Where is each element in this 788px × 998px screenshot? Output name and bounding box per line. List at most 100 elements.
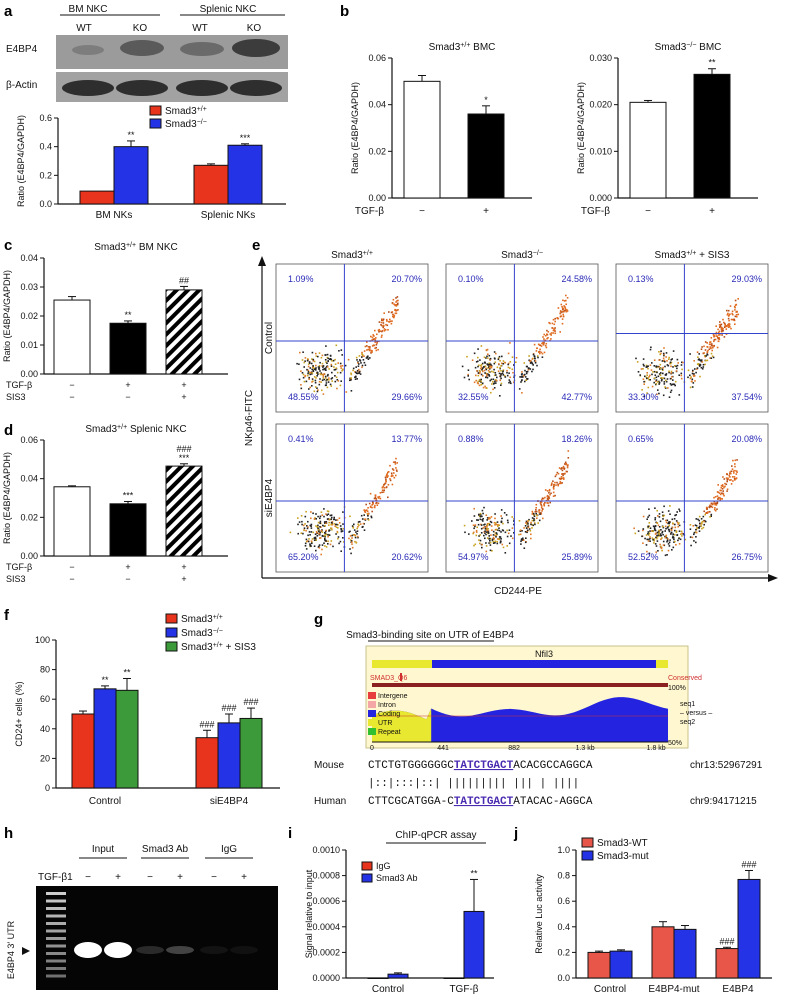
g-seq-side: seq2	[680, 719, 695, 726]
e-event	[489, 365, 491, 367]
e-event	[329, 514, 332, 517]
e-event	[328, 529, 331, 531]
e-event	[499, 379, 501, 382]
e-event	[489, 544, 492, 546]
e-event	[666, 364, 669, 366]
e-event	[553, 484, 555, 486]
e-event	[719, 497, 722, 500]
e-event	[495, 532, 498, 534]
i-legend-label: IgG	[376, 861, 391, 871]
e-event	[548, 496, 550, 498]
j-bar	[737, 878, 761, 979]
f-legend-label: Smad3−/−	[181, 628, 223, 640]
e-event	[351, 537, 353, 539]
e-event	[544, 496, 546, 499]
e-event	[355, 356, 358, 359]
e-event	[526, 370, 529, 373]
e-quadrant-ul: 0.88%	[458, 434, 484, 444]
e-event	[650, 530, 653, 532]
e-event	[330, 527, 332, 529]
e-event	[488, 537, 491, 540]
e-event	[476, 519, 478, 521]
e-event	[537, 356, 539, 359]
e-event	[654, 374, 657, 376]
e-event	[564, 461, 567, 464]
e-event	[303, 527, 306, 529]
e-event	[302, 532, 304, 535]
e-event	[547, 504, 550, 507]
e-event	[713, 508, 716, 511]
e-event	[385, 318, 388, 321]
e-event	[675, 370, 678, 372]
e-event	[311, 381, 313, 383]
e-event	[695, 531, 698, 534]
e-event	[677, 539, 679, 542]
e-event	[356, 372, 359, 375]
e-event	[359, 520, 361, 523]
e-event	[355, 371, 357, 374]
e-event	[322, 524, 324, 527]
e-event	[667, 510, 670, 512]
e-event	[356, 530, 359, 532]
e-event	[475, 531, 478, 533]
e-event	[305, 548, 308, 550]
e-event	[720, 489, 722, 492]
e-event	[505, 514, 508, 516]
e-event	[544, 334, 547, 337]
e-event	[657, 550, 659, 552]
e-event	[383, 483, 385, 486]
f-ylabel: CD24+ cells (%)	[14, 681, 24, 746]
g-profile-coding	[372, 697, 668, 742]
e-event	[350, 390, 353, 392]
e-event	[693, 531, 696, 534]
e-event	[519, 530, 522, 532]
e-event	[477, 523, 480, 526]
e-event	[642, 368, 644, 370]
e-event	[513, 520, 515, 522]
e-event	[378, 328, 381, 331]
e-event	[715, 504, 718, 506]
e-event	[696, 527, 698, 529]
e-event	[390, 472, 393, 475]
e-event	[546, 490, 549, 492]
e-event	[382, 319, 384, 322]
e-event	[478, 535, 480, 537]
e-event	[478, 364, 480, 367]
e-event	[521, 373, 523, 375]
e-event	[519, 376, 521, 378]
e-event	[391, 302, 394, 305]
e-event	[328, 521, 330, 524]
e-event	[561, 482, 563, 484]
e-event	[361, 354, 364, 356]
f-tick-label: 60	[40, 694, 50, 704]
e-event	[670, 361, 673, 364]
e-event	[489, 368, 491, 370]
e-event	[493, 357, 496, 359]
e-event	[699, 359, 701, 361]
e-event	[506, 545, 508, 547]
e-event	[549, 493, 551, 496]
e-event	[532, 353, 535, 356]
e-event	[528, 355, 530, 357]
e-event	[675, 530, 678, 532]
e-event	[336, 531, 339, 534]
e-event	[709, 341, 712, 343]
e-event	[491, 383, 493, 385]
e-event	[658, 392, 660, 395]
e-event	[322, 365, 325, 367]
e-event	[714, 503, 717, 506]
e-event	[496, 529, 499, 531]
e-event	[566, 310, 569, 312]
e-quadrant-ll: 52.52%	[628, 552, 659, 562]
e-event	[396, 470, 398, 472]
e-event	[526, 531, 528, 534]
e-event	[372, 338, 375, 341]
e-event	[479, 380, 481, 382]
g-legend-label: Intergene	[378, 693, 408, 700]
e-event	[667, 549, 670, 552]
e-event	[341, 530, 344, 532]
e-event	[324, 530, 327, 533]
e-event	[534, 523, 536, 526]
e-event	[316, 390, 319, 393]
